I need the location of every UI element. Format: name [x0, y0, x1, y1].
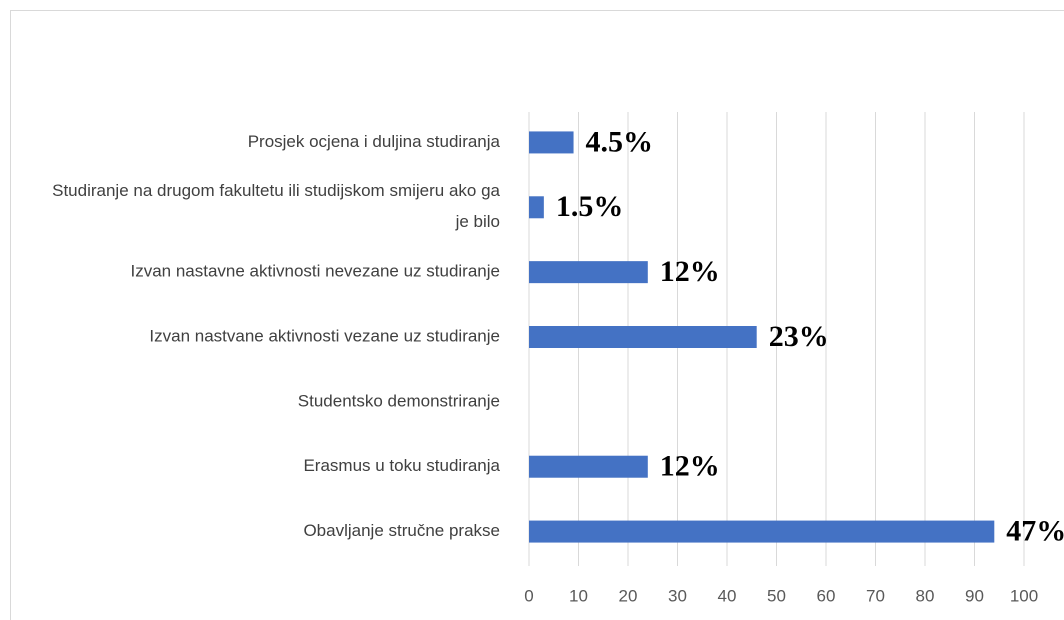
x-tick-label: 80 — [916, 586, 935, 605]
x-tick-label: 40 — [718, 586, 737, 605]
x-tick-label: 60 — [817, 586, 836, 605]
x-tick-label: 20 — [619, 586, 638, 605]
category-label: Studiranje na drugom fakultetu ili studi… — [52, 181, 500, 231]
category-label: Obavljanje stručne prakse — [303, 521, 500, 540]
x-tick-label: 50 — [767, 586, 786, 605]
x-tick-label: 70 — [866, 586, 885, 605]
value-label: 12% — [660, 255, 720, 288]
value-label: 1.5% — [556, 190, 624, 223]
bar — [529, 455, 648, 478]
bar — [529, 261, 648, 284]
category-label: Izvan nastavne aktivnosti nevezane uz st… — [130, 262, 500, 281]
x-tick-label: 100 — [1010, 586, 1038, 605]
bar — [529, 196, 544, 219]
bar — [529, 520, 995, 543]
bar — [529, 131, 574, 154]
value-label: 23% — [769, 320, 829, 353]
value-label: 4.5% — [586, 125, 654, 158]
chart-border — [10, 10, 1064, 620]
x-tick-label: 0 — [524, 586, 533, 605]
category-label: Erasmus u toku studiranja — [303, 456, 500, 475]
x-tick-label: 90 — [965, 586, 984, 605]
category-label: Izvan nastvane aktivnosti vezane uz stud… — [149, 326, 500, 345]
category-label: Prosjek ocjena i duljina studiranja — [248, 132, 501, 151]
category-label: Studentsko demonstriranje — [298, 391, 500, 410]
value-label: 12% — [660, 450, 720, 483]
value-label: 47% — [1006, 514, 1064, 547]
x-tick-label: 10 — [569, 586, 588, 605]
x-tick-label: 30 — [668, 586, 687, 605]
bar — [529, 326, 757, 348]
